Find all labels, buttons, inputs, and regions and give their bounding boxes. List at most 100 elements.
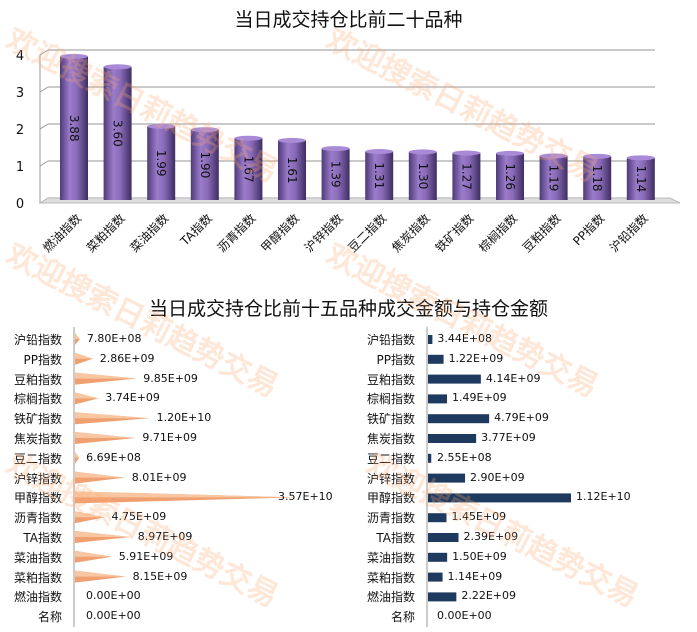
bar-top <box>321 146 350 152</box>
chart-title-top: 当日成交持仓比前二十品种 <box>234 9 463 31</box>
data-label: 4.75E+09 <box>111 510 167 524</box>
category-label: 铁矿指数 <box>366 412 415 427</box>
gridline-depth <box>39 160 49 167</box>
bar <box>428 533 459 542</box>
bar <box>626 157 655 200</box>
category-label: 菜油指数 <box>366 550 415 565</box>
bar-top <box>103 64 132 70</box>
category-label: 甲醇指数 <box>13 491 62 506</box>
bar-top <box>408 149 437 155</box>
bar <box>428 374 481 384</box>
category-label: 豆二指数 <box>13 451 62 466</box>
category-label: 菜粕指数 <box>366 570 415 585</box>
bar <box>60 56 88 200</box>
bar <box>452 153 481 200</box>
data-label: 8.15E+09 <box>132 569 188 583</box>
gridline-depth <box>39 86 49 93</box>
data-label: 0.00E+00 <box>437 609 492 623</box>
bar-top <box>147 123 176 129</box>
bar-top <box>452 150 481 156</box>
category-label: 沪铅指数 <box>13 333 62 347</box>
bar-top <box>60 53 88 59</box>
bar <box>190 129 219 200</box>
y-tick-label: 3 <box>16 86 24 101</box>
category-label: 菜油指数 <box>13 550 62 565</box>
bar-top <box>190 127 219 133</box>
data-label: 1.19 <box>547 165 561 192</box>
bar <box>428 414 490 424</box>
y-tick-label: 0 <box>16 197 24 212</box>
data-label: 1.26 <box>503 163 517 190</box>
category-label: 铁矿指数 <box>13 412 62 427</box>
data-label: 2.39E+09 <box>463 530 519 543</box>
category-label: 焦炭指数 <box>13 432 62 446</box>
category-label: PP指数 <box>376 352 415 367</box>
category-label: 燃油指数 <box>13 590 62 605</box>
gridline-depth <box>39 49 49 56</box>
category-label: 名称 <box>37 610 62 625</box>
bar <box>147 126 176 200</box>
data-label: 1.18 <box>590 165 604 192</box>
category-label: TA指数 <box>376 531 415 545</box>
y-tick-label: 2 <box>16 123 24 138</box>
data-label: 1.67 <box>241 156 255 183</box>
data-label: 3.44E+08 <box>437 332 493 345</box>
data-label: 4.14E+09 <box>485 371 541 385</box>
data-label: 1.50E+09 <box>452 549 507 563</box>
y-tick-label: 1 <box>16 160 24 175</box>
category-label: 焦炭指数 <box>366 432 415 446</box>
category-label: 棕榈指数 <box>366 392 415 407</box>
data-label: 1.14E+09 <box>447 569 503 583</box>
category-label: 棕榈指数 <box>13 392 62 407</box>
bar <box>428 592 457 602</box>
data-label: 8.97E+09 <box>137 530 193 543</box>
cone-highlight <box>75 471 125 478</box>
data-label: 3.88 <box>67 115 81 142</box>
bar-top <box>496 150 524 156</box>
category-label: 沪锌指数 <box>13 471 62 486</box>
data-label: 1.30 <box>416 163 430 190</box>
bar <box>428 473 466 483</box>
bar-top <box>626 155 655 161</box>
data-label: 1.14 <box>634 166 648 193</box>
cone-highlight <box>75 550 112 557</box>
data-label: 1.39 <box>329 161 343 188</box>
data-label: 7.80E+08 <box>86 332 142 345</box>
category-label: 甲醇指数 <box>366 491 415 506</box>
data-label: 3.57E+10 <box>278 490 333 504</box>
bar <box>428 513 447 523</box>
data-label: 1.99 <box>154 150 168 177</box>
data-label: 2.55E+08 <box>437 450 492 464</box>
cone-highlight <box>75 392 99 399</box>
data-label: 1.12E+10 <box>576 490 631 504</box>
bar <box>428 354 444 364</box>
data-label: 1.20E+10 <box>156 411 212 425</box>
data-label: 5.91E+09 <box>118 549 174 563</box>
cone-highlight <box>75 531 131 537</box>
bar-top <box>583 153 612 159</box>
bar <box>365 151 394 200</box>
category-label: 豆二指数 <box>366 451 415 466</box>
data-label: 3.77E+09 <box>481 431 536 444</box>
cone-highlight <box>75 451 80 458</box>
bar <box>428 552 448 562</box>
bar <box>428 335 433 344</box>
data-label: 1.90 <box>198 151 212 178</box>
gridline-depth <box>39 123 49 130</box>
bar <box>428 434 477 443</box>
category-label: 燃油指数 <box>366 590 415 605</box>
bar-top <box>365 149 394 155</box>
category-label: 沥青指数 <box>366 511 415 526</box>
cone-highlight <box>75 432 136 438</box>
data-label: 1.45E+09 <box>451 510 507 524</box>
data-label: 0.00E+00 <box>86 589 141 603</box>
cone-highlight <box>75 491 297 498</box>
cone-highlight <box>75 412 150 419</box>
data-label: 9.85E+09 <box>143 371 198 385</box>
bar <box>428 394 448 404</box>
bar <box>428 453 432 463</box>
cone-highlight <box>75 352 93 359</box>
data-label: 8.01E+09 <box>131 470 187 484</box>
data-label: 4.79E+09 <box>494 411 549 425</box>
data-label: 3.60 <box>111 120 125 147</box>
